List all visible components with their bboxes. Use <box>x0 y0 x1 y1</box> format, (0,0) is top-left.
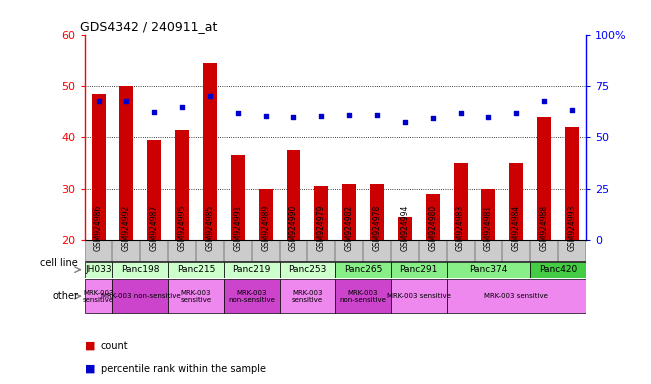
Text: Panc265: Panc265 <box>344 265 382 274</box>
Text: GSM924985: GSM924985 <box>206 204 214 251</box>
Bar <box>509 163 523 240</box>
Bar <box>391 262 447 278</box>
Bar <box>258 189 273 240</box>
Point <box>483 114 493 120</box>
Bar <box>231 156 245 240</box>
Text: GSM924991: GSM924991 <box>233 204 242 251</box>
Bar <box>113 262 168 278</box>
Text: GSM924981: GSM924981 <box>484 204 493 251</box>
Bar <box>175 130 189 240</box>
Bar <box>482 189 495 240</box>
Bar <box>314 186 328 240</box>
Text: GSM924984: GSM924984 <box>512 204 521 251</box>
Point <box>177 103 187 109</box>
Text: GSM924988: GSM924988 <box>540 204 549 251</box>
Bar <box>370 184 384 240</box>
Bar <box>168 262 224 278</box>
Text: other: other <box>52 291 78 301</box>
Bar <box>224 280 279 313</box>
Bar <box>342 184 356 240</box>
Point <box>344 112 354 118</box>
Text: GSM924992: GSM924992 <box>122 204 131 251</box>
Point <box>93 98 104 104</box>
Bar <box>113 280 168 313</box>
Text: Panc219: Panc219 <box>232 265 271 274</box>
Text: GSM924989: GSM924989 <box>261 204 270 251</box>
Bar <box>391 280 447 313</box>
Point <box>567 106 577 113</box>
Point <box>288 114 299 120</box>
Text: JH033: JH033 <box>85 265 112 274</box>
Text: MRK-003
sensitive: MRK-003 sensitive <box>292 290 323 303</box>
Text: count: count <box>101 341 128 351</box>
Bar <box>203 63 217 240</box>
Bar <box>85 240 586 261</box>
Text: GSM924986: GSM924986 <box>94 204 103 251</box>
Text: MRK-003 sensitive: MRK-003 sensitive <box>484 293 548 299</box>
Bar <box>398 217 412 240</box>
Point <box>511 109 521 116</box>
Bar <box>224 262 279 278</box>
Point <box>456 109 466 116</box>
Bar <box>279 262 335 278</box>
Point <box>121 98 132 104</box>
Text: GSM924982: GSM924982 <box>344 204 353 251</box>
Text: Panc198: Panc198 <box>121 265 159 274</box>
Text: cell line: cell line <box>40 258 78 268</box>
Text: GSM924979: GSM924979 <box>317 204 326 251</box>
Bar <box>530 262 586 278</box>
Bar <box>447 262 530 278</box>
Bar <box>565 127 579 240</box>
Bar <box>454 163 467 240</box>
Point <box>204 93 215 99</box>
Text: MRK-003
sensitive: MRK-003 sensitive <box>83 290 114 303</box>
Text: Panc374: Panc374 <box>469 265 508 274</box>
Bar <box>335 262 391 278</box>
Text: GSM924990: GSM924990 <box>289 204 298 251</box>
Bar <box>85 262 113 278</box>
Bar <box>335 280 391 313</box>
Text: MRK-003 sensitive: MRK-003 sensitive <box>387 293 450 299</box>
Point <box>539 98 549 104</box>
Text: GSM924987: GSM924987 <box>150 204 159 251</box>
Bar <box>286 150 301 240</box>
Bar <box>85 280 113 313</box>
Text: Panc215: Panc215 <box>177 265 215 274</box>
Bar <box>279 280 335 313</box>
Point <box>428 115 438 121</box>
Text: Panc291: Panc291 <box>400 265 438 274</box>
Bar <box>119 86 133 240</box>
Text: MRK-003 non-sensitive: MRK-003 non-sensitive <box>100 293 180 299</box>
Point <box>316 113 327 119</box>
Bar <box>168 280 224 313</box>
Point <box>372 112 382 118</box>
Text: Panc253: Panc253 <box>288 265 327 274</box>
Point <box>232 109 243 116</box>
Text: Panc420: Panc420 <box>539 265 577 274</box>
Point <box>260 113 271 119</box>
Text: GSM924994: GSM924994 <box>400 204 409 251</box>
Bar <box>147 140 161 240</box>
Text: GSM924993: GSM924993 <box>568 204 577 251</box>
Text: ■: ■ <box>85 341 95 351</box>
Text: GDS4342 / 240911_at: GDS4342 / 240911_at <box>79 20 217 33</box>
Text: GSM924983: GSM924983 <box>456 204 465 251</box>
Bar <box>537 117 551 240</box>
Text: MRK-003
sensitive: MRK-003 sensitive <box>180 290 212 303</box>
Point <box>149 109 159 115</box>
Text: MRK-003
non-sensitive: MRK-003 non-sensitive <box>340 290 387 303</box>
Bar <box>92 94 105 240</box>
Text: ■: ■ <box>85 364 95 374</box>
Text: percentile rank within the sample: percentile rank within the sample <box>101 364 266 374</box>
Text: GSM924980: GSM924980 <box>428 204 437 251</box>
Text: GSM924978: GSM924978 <box>372 204 381 251</box>
Text: GSM924995: GSM924995 <box>178 204 187 251</box>
Bar <box>426 194 439 240</box>
Text: MRK-003
non-sensitive: MRK-003 non-sensitive <box>229 290 275 303</box>
Point <box>400 119 410 125</box>
Bar <box>447 280 586 313</box>
